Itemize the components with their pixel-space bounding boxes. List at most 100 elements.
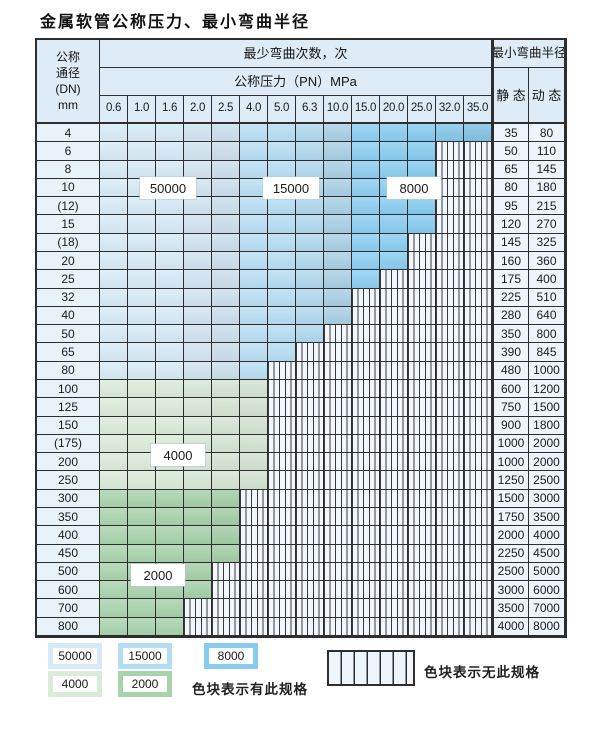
spec-cell <box>268 306 296 326</box>
no-spec-cell <box>240 544 268 563</box>
no-spec-cell <box>408 453 436 472</box>
cycle-label-2000: 2000 <box>131 564 185 586</box>
no-spec-cell <box>380 562 408 582</box>
no-spec-cell <box>352 544 380 563</box>
spec-cell <box>268 343 296 362</box>
spec-cell <box>324 288 352 307</box>
legend-item-50000: 50000 <box>48 643 102 669</box>
spec-cell <box>268 124 296 143</box>
static-value-cell: 390 <box>492 343 529 362</box>
no-spec-cell <box>240 581 268 600</box>
pressure-value: 1.0 <box>128 96 156 124</box>
spec-cell <box>268 233 296 252</box>
spec-cell <box>100 544 128 563</box>
no-spec-cell <box>436 197 464 216</box>
spec-cell <box>156 306 184 326</box>
spec-cell <box>184 124 212 143</box>
spec-cell <box>100 288 128 307</box>
spec-cell <box>240 398 268 417</box>
spec-cell <box>268 325 296 344</box>
spec-cell <box>240 453 268 472</box>
dn-cell: (18) <box>37 233 100 252</box>
spec-cell <box>352 233 380 252</box>
spec-cell <box>380 124 408 143</box>
pressure-value: 32.0 <box>436 96 464 124</box>
spec-cell <box>296 215 324 234</box>
no-spec-cell <box>464 398 492 417</box>
no-spec-cell <box>212 599 240 618</box>
no-spec-cell <box>408 562 436 582</box>
spec-cell <box>240 233 268 252</box>
spec-cell <box>184 489 212 508</box>
spec-cell <box>380 160 408 179</box>
spec-cell <box>240 178 268 198</box>
no-spec-cell <box>296 617 324 636</box>
no-spec-cell <box>408 544 436 563</box>
no-spec-cell <box>380 434 408 454</box>
spec-cell <box>184 508 212 527</box>
dn-cell: 20 <box>37 252 100 271</box>
pressure-value: 5.0 <box>268 96 296 124</box>
no-spec-cell <box>296 489 324 508</box>
no-spec-cell <box>408 270 436 289</box>
pressure-value: 1.6 <box>156 96 184 124</box>
dn-cell: 65 <box>37 343 100 362</box>
no-spec-cell <box>464 178 492 198</box>
no-spec-cell <box>408 416 436 435</box>
no-spec-cell <box>380 599 408 618</box>
spec-cell <box>352 252 380 271</box>
dn-cell: 6 <box>37 142 100 161</box>
spec-cell <box>100 398 128 417</box>
spec-cell <box>128 434 156 454</box>
spec-cell <box>296 306 324 326</box>
no-spec-cell <box>464 508 492 527</box>
spec-cell <box>100 306 128 326</box>
nominal-pressure-header: 公称压力（PN）MPa <box>100 68 492 96</box>
spec-cell <box>240 160 268 179</box>
no-spec-cell <box>464 306 492 326</box>
pressure-value: 2.5 <box>212 96 240 124</box>
spec-cell <box>324 160 352 179</box>
no-spec-cell <box>324 343 352 362</box>
static-value-cell: 145 <box>492 233 529 252</box>
spec-cell <box>352 270 380 289</box>
no-spec-cell <box>240 599 268 618</box>
static-value-cell: 280 <box>492 306 529 326</box>
spec-cell <box>184 233 212 252</box>
static-value-cell: 1500 <box>492 489 529 508</box>
no-spec-cell <box>268 471 296 490</box>
legend-item-label: 8000 <box>209 648 253 664</box>
no-spec-cell <box>324 380 352 399</box>
spec-cell <box>156 526 184 545</box>
spec-cell <box>352 178 380 198</box>
dn-cell: 600 <box>37 581 100 600</box>
static-value-cell: 600 <box>492 380 529 399</box>
no-spec-cell <box>352 380 380 399</box>
spec-cell <box>184 252 212 271</box>
static-value-cell: 1000 <box>492 453 529 472</box>
no-spec-cell <box>464 142 492 161</box>
spec-cell <box>156 380 184 399</box>
spec-cell <box>128 124 156 143</box>
dn-cell: 40 <box>37 306 100 326</box>
spec-cell <box>184 471 212 490</box>
dn-cell: 8 <box>37 160 100 179</box>
spec-cell <box>184 215 212 234</box>
spec-cell <box>184 562 212 582</box>
no-spec-cell <box>352 562 380 582</box>
no-spec-cell <box>324 398 352 417</box>
legend-item-2000: 2000 <box>118 671 172 697</box>
spec-cell <box>268 215 296 234</box>
no-spec-cell <box>268 380 296 399</box>
no-spec-cell <box>436 361 464 380</box>
spec-cell <box>352 197 380 216</box>
spec-cell <box>128 197 156 216</box>
spec-cell <box>240 270 268 289</box>
no-spec-cell <box>296 544 324 563</box>
no-spec-cell <box>296 599 324 618</box>
no-spec-cell <box>436 581 464 600</box>
legend-item-label: 15000 <box>123 648 167 664</box>
no-spec-cell <box>436 160 464 179</box>
dynamic-value-cell: 640 <box>529 306 565 326</box>
